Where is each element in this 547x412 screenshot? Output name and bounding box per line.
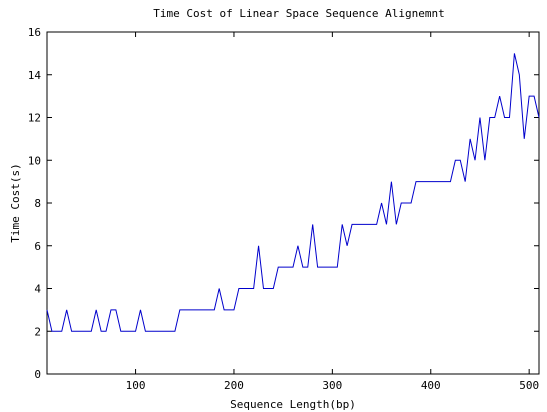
y-axis-label: Time Cost(s) bbox=[9, 163, 22, 242]
y-tick-label: 4 bbox=[34, 283, 41, 296]
x-tick-label: 200 bbox=[224, 379, 244, 392]
x-tick-label: 300 bbox=[322, 379, 342, 392]
series-line bbox=[46, 53, 540, 332]
plot-border bbox=[46, 31, 540, 375]
y-tick-label: 6 bbox=[34, 240, 41, 253]
chart-title: Time Cost of Linear Space Sequence Align… bbox=[153, 7, 444, 20]
x-tick-label: 100 bbox=[126, 379, 146, 392]
y-tick-label: 12 bbox=[28, 112, 41, 125]
y-tick-label: 14 bbox=[28, 69, 42, 82]
y-tick-label: 2 bbox=[34, 325, 41, 338]
y-tick-label: 0 bbox=[34, 368, 41, 381]
y-tick-label: 10 bbox=[28, 154, 41, 167]
x-tick-label: 400 bbox=[421, 379, 441, 392]
x-axis-label: Sequence Length(bp) bbox=[230, 398, 356, 411]
plot-frame bbox=[46, 31, 540, 375]
x-axis-ticks: 100 200 300 400 500 bbox=[126, 32, 539, 392]
series-layer bbox=[46, 53, 540, 332]
x-tick-label: 500 bbox=[519, 379, 539, 392]
y-tick-label: 8 bbox=[34, 197, 41, 210]
y-tick-label: 16 bbox=[28, 26, 41, 39]
y-axis-ticks: 0 2 4 6 8 10 12 14 16 bbox=[28, 26, 539, 381]
